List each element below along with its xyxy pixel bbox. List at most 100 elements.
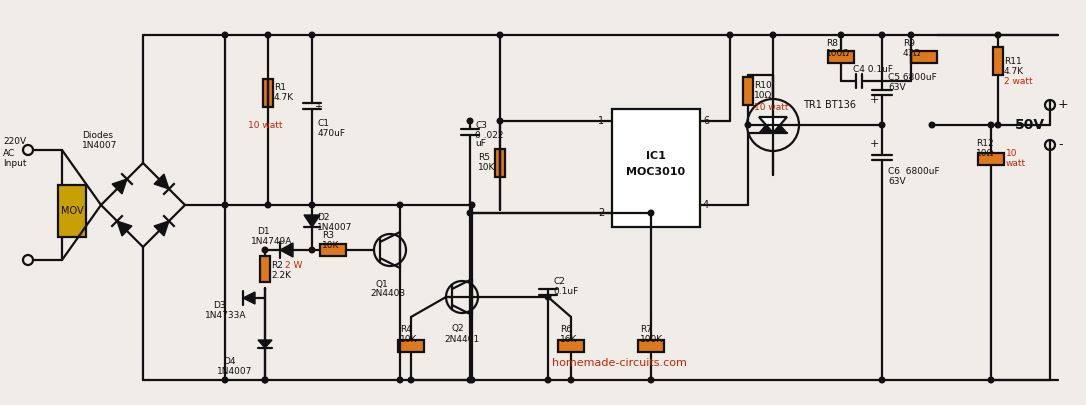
- Circle shape: [262, 247, 268, 253]
- Text: 1N4733A: 1N4733A: [205, 311, 247, 320]
- Text: 10 watt: 10 watt: [754, 102, 788, 111]
- Circle shape: [568, 377, 573, 383]
- Text: Q2: Q2: [452, 324, 465, 333]
- Text: 10K: 10K: [323, 241, 339, 251]
- Text: D1: D1: [257, 228, 269, 237]
- Text: R4: R4: [400, 324, 412, 333]
- Text: R6: R6: [560, 324, 572, 333]
- Polygon shape: [759, 117, 787, 133]
- Text: R2: R2: [272, 262, 282, 271]
- Text: IC1: IC1: [646, 151, 666, 161]
- Text: R11: R11: [1003, 57, 1022, 66]
- Text: R1: R1: [274, 83, 286, 92]
- Text: uF: uF: [475, 139, 485, 149]
- Bar: [637, 340, 664, 352]
- Circle shape: [770, 32, 775, 38]
- Text: 50V: 50V: [1015, 118, 1045, 132]
- Text: 16K: 16K: [560, 335, 578, 343]
- Circle shape: [545, 377, 551, 383]
- Text: -: -: [1058, 139, 1062, 151]
- Text: C2: C2: [553, 277, 565, 286]
- Circle shape: [310, 32, 315, 38]
- Bar: [743, 77, 753, 105]
- Text: MOC3010: MOC3010: [627, 167, 685, 177]
- Text: R9: R9: [902, 38, 915, 47]
- Text: R10: R10: [754, 81, 772, 90]
- Circle shape: [545, 294, 551, 300]
- Bar: [828, 51, 854, 63]
- Circle shape: [880, 122, 885, 128]
- Circle shape: [728, 32, 733, 38]
- Text: 2N4401: 2N4401: [444, 335, 479, 343]
- Circle shape: [745, 122, 750, 128]
- Circle shape: [908, 32, 913, 38]
- Text: 63V: 63V: [888, 83, 906, 92]
- Circle shape: [265, 202, 270, 208]
- Circle shape: [497, 118, 503, 124]
- Polygon shape: [112, 179, 127, 194]
- Text: 2 watt: 2 watt: [1003, 77, 1033, 85]
- Text: 4.7K: 4.7K: [274, 92, 294, 102]
- Bar: [993, 47, 1003, 75]
- Text: 2 W: 2 W: [285, 262, 302, 271]
- Circle shape: [223, 377, 228, 383]
- Text: +: +: [1058, 98, 1069, 111]
- Circle shape: [880, 32, 885, 38]
- Circle shape: [310, 247, 315, 253]
- Text: 4.7K: 4.7K: [1003, 66, 1024, 75]
- Text: 10: 10: [1006, 149, 1018, 158]
- Bar: [978, 153, 1003, 165]
- Text: C6  6800uF: C6 6800uF: [888, 168, 939, 177]
- Polygon shape: [280, 243, 293, 257]
- Circle shape: [397, 202, 403, 208]
- Circle shape: [838, 32, 844, 38]
- Circle shape: [469, 202, 475, 208]
- Circle shape: [880, 377, 885, 383]
- Circle shape: [397, 377, 403, 383]
- Circle shape: [408, 377, 414, 383]
- Text: 0.1uF: 0.1uF: [553, 286, 578, 296]
- Text: 10K: 10K: [400, 335, 417, 343]
- Polygon shape: [258, 340, 272, 348]
- Text: watt: watt: [1006, 158, 1026, 168]
- Circle shape: [310, 202, 315, 208]
- Circle shape: [467, 210, 472, 216]
- Text: Q1: Q1: [376, 279, 389, 288]
- Circle shape: [995, 122, 1001, 128]
- Bar: [613, 109, 700, 227]
- Text: 2N4403: 2N4403: [370, 290, 405, 298]
- Text: 1N4749A: 1N4749A: [251, 237, 292, 247]
- Text: 1N4007: 1N4007: [83, 141, 117, 149]
- Text: MOV: MOV: [61, 206, 84, 216]
- Polygon shape: [304, 215, 320, 227]
- Bar: [263, 79, 273, 107]
- Text: TR1 BT136: TR1 BT136: [803, 100, 856, 110]
- Text: R12: R12: [976, 139, 994, 147]
- Text: R5: R5: [478, 153, 490, 162]
- Text: 10Ω: 10Ω: [976, 149, 995, 158]
- Text: D2: D2: [317, 213, 329, 222]
- Text: 10K: 10K: [478, 164, 495, 173]
- Circle shape: [648, 210, 654, 216]
- Text: 10Ω: 10Ω: [754, 90, 772, 100]
- Text: 2: 2: [598, 208, 604, 218]
- Circle shape: [497, 32, 503, 38]
- Text: 470uF: 470uF: [318, 128, 346, 138]
- Circle shape: [648, 377, 654, 383]
- Polygon shape: [154, 174, 169, 189]
- Bar: [558, 340, 584, 352]
- Text: 10 watt: 10 watt: [248, 121, 282, 130]
- Text: D4: D4: [223, 358, 236, 367]
- Text: R8: R8: [826, 38, 838, 47]
- Circle shape: [223, 202, 228, 208]
- Text: 2.2K: 2.2K: [272, 271, 291, 281]
- Text: 63V: 63V: [888, 177, 906, 186]
- Polygon shape: [117, 221, 131, 236]
- Circle shape: [223, 32, 228, 38]
- Text: C1: C1: [318, 119, 330, 128]
- Bar: [320, 244, 346, 256]
- Text: R7: R7: [640, 324, 652, 333]
- Text: homemade-circuits.com: homemade-circuits.com: [552, 358, 686, 368]
- Circle shape: [467, 377, 472, 383]
- Text: C4 0.1uF: C4 0.1uF: [853, 64, 893, 73]
